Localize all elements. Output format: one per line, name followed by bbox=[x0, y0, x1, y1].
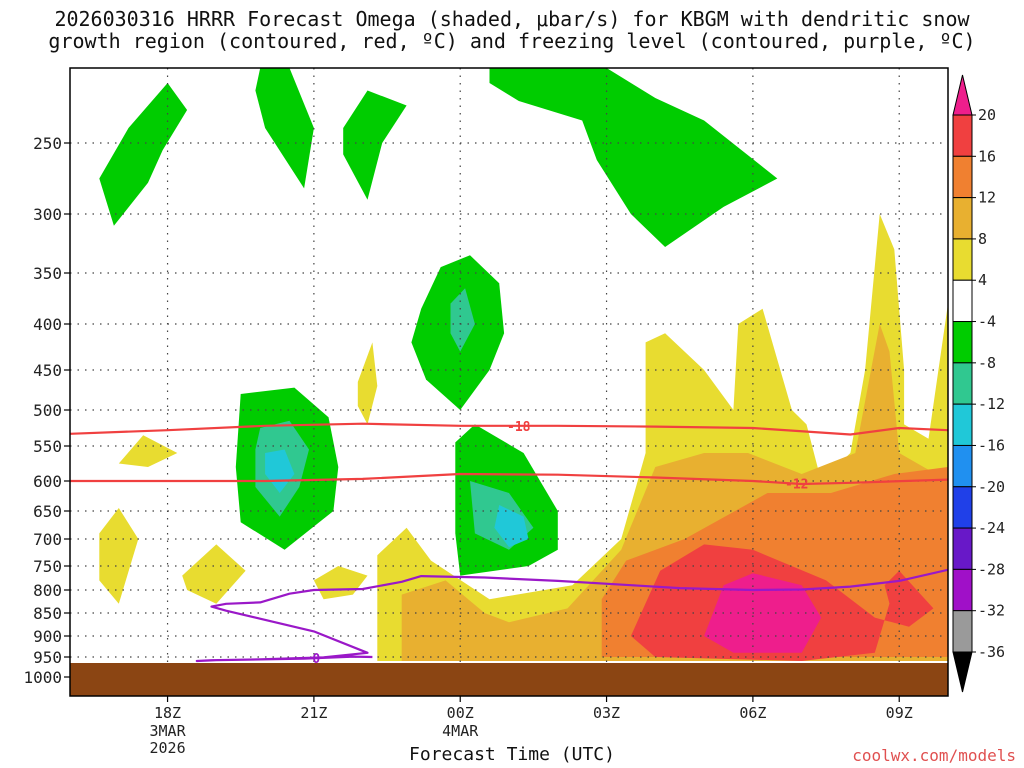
x-tick-sub-4MAR: 4MAR bbox=[442, 722, 479, 740]
colorbar-label--36: -36 bbox=[978, 643, 1005, 661]
colorbar-box-7 bbox=[952, 403, 973, 446]
colorbar-box-1 bbox=[952, 155, 973, 199]
y-tick-850: 850 bbox=[33, 604, 62, 623]
plot-frame bbox=[69, 67, 949, 697]
x-tick-09Z: 09Z bbox=[886, 704, 913, 722]
x-tick-00Z: 00Z bbox=[447, 704, 474, 722]
y-tick-250: 250 bbox=[33, 134, 62, 153]
x-tick-06Z: 06Z bbox=[739, 704, 766, 722]
y-tick-600: 600 bbox=[33, 472, 62, 491]
colorbar-label-4: 4 bbox=[978, 271, 987, 289]
x-tick-sub-2026: 2026 bbox=[149, 739, 185, 757]
contour-freezing_0 bbox=[195, 568, 948, 663]
colorbar-label--32: -32 bbox=[978, 602, 1005, 620]
credit-link[interactable]: coolwx.com/models bbox=[852, 746, 1016, 765]
colorbar-box-8 bbox=[952, 444, 973, 488]
y-tick-500: 500 bbox=[33, 401, 62, 420]
ground-fill bbox=[70, 663, 948, 696]
contour-dgz_-18 bbox=[70, 422, 948, 436]
x-tick-sub-3MAR: 3MAR bbox=[149, 722, 186, 740]
contour-label-dgz_-12: -12 bbox=[785, 478, 808, 493]
omega-region-12-value-4 bbox=[118, 435, 178, 467]
colorbar-box-9 bbox=[952, 486, 973, 529]
colorbar-box-10 bbox=[952, 527, 973, 570]
colorbar-label-16: 16 bbox=[978, 147, 996, 165]
y-tick-750: 750 bbox=[33, 557, 62, 576]
omega-region-5-value--12 bbox=[450, 288, 475, 352]
y-axis: 250 300 350 400 450 500 550 600 650 700 750 800 850 9… bbox=[23, 134, 70, 687]
colorbar-label--28: -28 bbox=[978, 560, 1005, 578]
omega-region-3-value--8 bbox=[489, 68, 778, 247]
colorbar-label--12: -12 bbox=[978, 395, 1005, 413]
y-tick-1000: 1000 bbox=[23, 668, 62, 687]
colorbar-label-20: 20 bbox=[978, 106, 996, 124]
omega-region-14-value-4 bbox=[182, 544, 246, 604]
ground bbox=[70, 663, 948, 696]
title-line-1: 2026030316 HRRR Forecast Omega (shaded, … bbox=[54, 7, 970, 31]
colorbar-bottom-arrow bbox=[952, 651, 973, 693]
omega-region-1-value--8 bbox=[255, 68, 314, 189]
y-tick-800: 800 bbox=[33, 581, 62, 600]
y-tick-450: 450 bbox=[33, 361, 62, 380]
x-tick-21Z: 21Z bbox=[300, 704, 327, 722]
x-axis-label: Forecast Time (UTC) bbox=[409, 744, 615, 765]
colorbar-box-0 bbox=[952, 114, 973, 157]
y-tick-650: 650 bbox=[33, 502, 62, 521]
y-tick-300: 300 bbox=[33, 205, 62, 224]
y-tick-400: 400 bbox=[33, 315, 62, 334]
colorbar-label--24: -24 bbox=[978, 519, 1005, 537]
colorbar-box-4 bbox=[952, 279, 973, 323]
omega-region-8-value--16 bbox=[265, 449, 295, 493]
y-tick-550: 550 bbox=[33, 437, 62, 456]
colorbar-label--20: -20 bbox=[978, 478, 1005, 496]
colorbar-label--8: -8 bbox=[978, 354, 996, 372]
omega-region-2-value--8 bbox=[343, 90, 407, 200]
omega-region-0-value--8 bbox=[99, 83, 188, 226]
colorbar-box-12 bbox=[952, 610, 973, 653]
colorbar-top-arrow bbox=[952, 74, 973, 116]
y-tick-900: 900 bbox=[33, 627, 62, 646]
colorbar-box-11 bbox=[952, 568, 973, 612]
x-tick-18Z: 18Z bbox=[154, 704, 181, 722]
x-tick-03Z: 03Z bbox=[593, 704, 620, 722]
chart-title: 2026030316 HRRR Forecast Omega (shaded, … bbox=[0, 8, 1024, 52]
colorbar-box-6 bbox=[952, 362, 973, 405]
omega-region-21-value-20 bbox=[704, 573, 822, 653]
colorbar-label-8: 8 bbox=[978, 230, 987, 248]
colorbar-box-5 bbox=[952, 321, 973, 364]
omega-region-15-value-4 bbox=[313, 566, 368, 600]
contour-dgz_-12 bbox=[70, 472, 948, 486]
y-tick-700: 700 bbox=[33, 530, 62, 549]
colorbar-label--16: -16 bbox=[978, 436, 1005, 454]
contours: -18 -12 0 bbox=[70, 420, 948, 667]
colorbar-label-12: 12 bbox=[978, 189, 996, 207]
colorbar-box-2 bbox=[952, 197, 973, 240]
omega-region-16-value-4 bbox=[357, 342, 378, 425]
y-tick-950: 950 bbox=[33, 648, 62, 667]
y-tick-350: 350 bbox=[33, 264, 62, 283]
contour-label-freezing_0: 0 bbox=[312, 652, 320, 667]
contour-label-dgz_-18: -18 bbox=[507, 420, 531, 435]
colorbar-label--4: -4 bbox=[978, 313, 996, 331]
omega-shading bbox=[99, 68, 948, 661]
omega-region-11-value--16 bbox=[494, 505, 529, 548]
colorbar-box-3 bbox=[952, 238, 973, 281]
title-line-2: growth region (contoured, red, ºC) and f… bbox=[48, 29, 976, 53]
omega-region-13-value-4 bbox=[99, 508, 139, 604]
colorbar: 20 16 12 8 4 -4 -8 -12 -16 -20 -24 -28 -32 -36 bbox=[952, 74, 1005, 693]
